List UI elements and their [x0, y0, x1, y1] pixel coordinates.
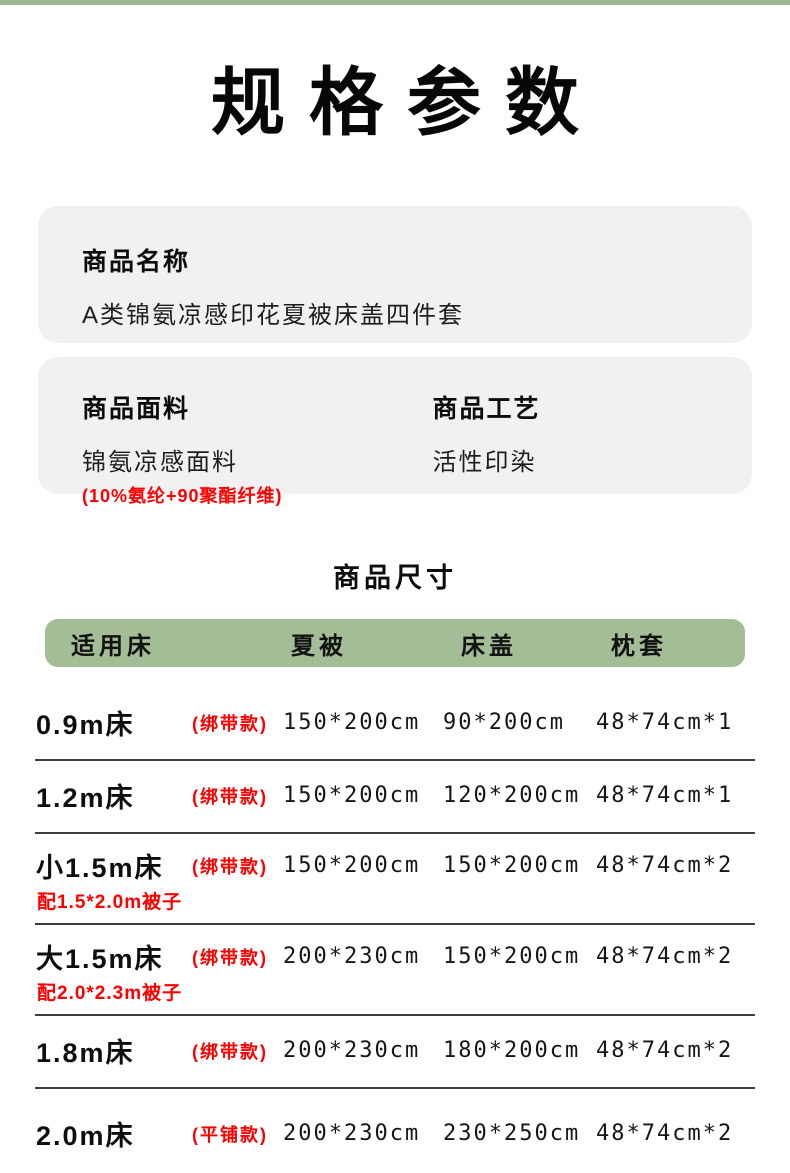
column-header-quilt: 夏被 — [291, 632, 347, 660]
table-row: 1.2m床 (绑带款) 150*200cm 120*200cm 48*74cm*… — [35, 761, 755, 834]
page-title: 规格参数 — [211, 61, 603, 144]
quilt-size-cell: 200*230cm — [283, 1038, 421, 1063]
matching-quilt-note: 配2.0*2.3m被子 — [37, 983, 183, 1004]
bed-size-cell: 2.0m床 — [36, 1121, 135, 1151]
pillow-size-cell: 48*74cm*1 — [596, 783, 734, 808]
column-header-pillow: 枕套 — [611, 632, 667, 660]
style-note-cell: (绑带款) — [192, 713, 268, 734]
cover-size-cell: 120*200cm — [443, 783, 581, 808]
size-section-title: 商品尺寸 — [333, 563, 457, 593]
fabric-craft-card: 商品面料 锦氨凉感面料 (10%氨纶+90聚酯纤维) 商品工艺 活性印染 — [38, 357, 752, 506]
fabric-label: 商品面料 — [82, 395, 191, 423]
style-note-cell: (绑带款) — [192, 786, 268, 807]
quilt-size-cell: 150*200cm — [283, 710, 421, 735]
fabric-composition-note: (10%氨纶+90聚酯纤维) — [82, 486, 283, 506]
pillow-size-cell: 48*74cm*1 — [596, 710, 734, 735]
table-row: 0.9m床 (绑带款) 150*200cm 90*200cm 48*74cm*1 — [35, 667, 755, 761]
table-row: 大1.5m床 (绑带款) 200*230cm 150*200cm 48*74cm… — [35, 925, 755, 1016]
pillow-size-cell: 48*74cm*2 — [596, 853, 734, 878]
fabric-column: 商品面料 锦氨凉感面料 (10%氨纶+90聚酯纤维) — [82, 389, 433, 506]
craft-label: 商品工艺 — [432, 395, 541, 423]
bed-size-cell: 小1.5m床 — [36, 853, 164, 883]
product-name-label: 商品名称 — [82, 248, 191, 276]
table-row: 1.8m床 (绑带款) 200*230cm 180*200cm 48*74cm*… — [35, 1016, 755, 1089]
cover-size-cell: 230*250cm — [443, 1121, 581, 1146]
style-note-cell: (绑带款) — [192, 856, 268, 877]
style-note-cell: (平铺款) — [192, 1124, 268, 1145]
bed-size-cell: 大1.5m床 — [36, 944, 164, 974]
column-header-bed: 适用床 — [71, 632, 155, 660]
quilt-size-cell: 200*230cm — [283, 1121, 421, 1146]
quilt-size-cell: 150*200cm — [283, 853, 421, 878]
craft-value: 活性印染 — [432, 449, 537, 476]
fabric-value: 锦氨凉感面料 — [82, 449, 238, 476]
cover-size-cell: 150*200cm — [443, 853, 581, 878]
product-name-card: 商品名称 A类锦氨凉感印花夏被床盖四件套 — [38, 206, 752, 343]
column-header-cover: 床盖 — [461, 632, 517, 660]
product-name-value: A类锦氨凉感印花夏被床盖四件套 — [82, 302, 465, 329]
cover-size-cell: 180*200cm — [443, 1038, 581, 1063]
pillow-size-cell: 48*74cm*2 — [596, 1038, 734, 1063]
bed-size-cell: 1.8m床 — [36, 1038, 135, 1068]
table-row: 小1.5m床 (绑带款) 150*200cm 150*200cm 48*74cm… — [35, 834, 755, 925]
matching-quilt-note: 配1.5*2.0m被子 — [37, 892, 183, 913]
pillow-size-cell: 48*74cm*2 — [596, 1121, 734, 1146]
size-table-header: 适用床 夏被 床盖 枕套 — [45, 619, 745, 667]
pillow-size-cell: 48*74cm*2 — [596, 944, 734, 969]
top-accent-strip — [0, 0, 790, 5]
cover-size-cell: 150*200cm — [443, 944, 581, 969]
quilt-size-cell: 150*200cm — [283, 783, 421, 808]
quilt-size-cell: 200*230cm — [283, 944, 421, 969]
craft-column: 商品工艺 活性印染 — [432, 389, 708, 476]
bed-size-cell: 0.9m床 — [36, 710, 135, 740]
size-table: 0.9m床 (绑带款) 150*200cm 90*200cm 48*74cm*1… — [35, 667, 755, 1170]
style-note-cell: (绑带款) — [192, 947, 268, 968]
table-row: 2.0m床 (平铺款) 200*230cm 230*250cm 48*74cm*… — [35, 1089, 755, 1170]
bed-size-cell: 1.2m床 — [36, 783, 135, 813]
style-note-cell: (绑带款) — [192, 1041, 268, 1062]
cover-size-cell: 90*200cm — [443, 710, 565, 735]
